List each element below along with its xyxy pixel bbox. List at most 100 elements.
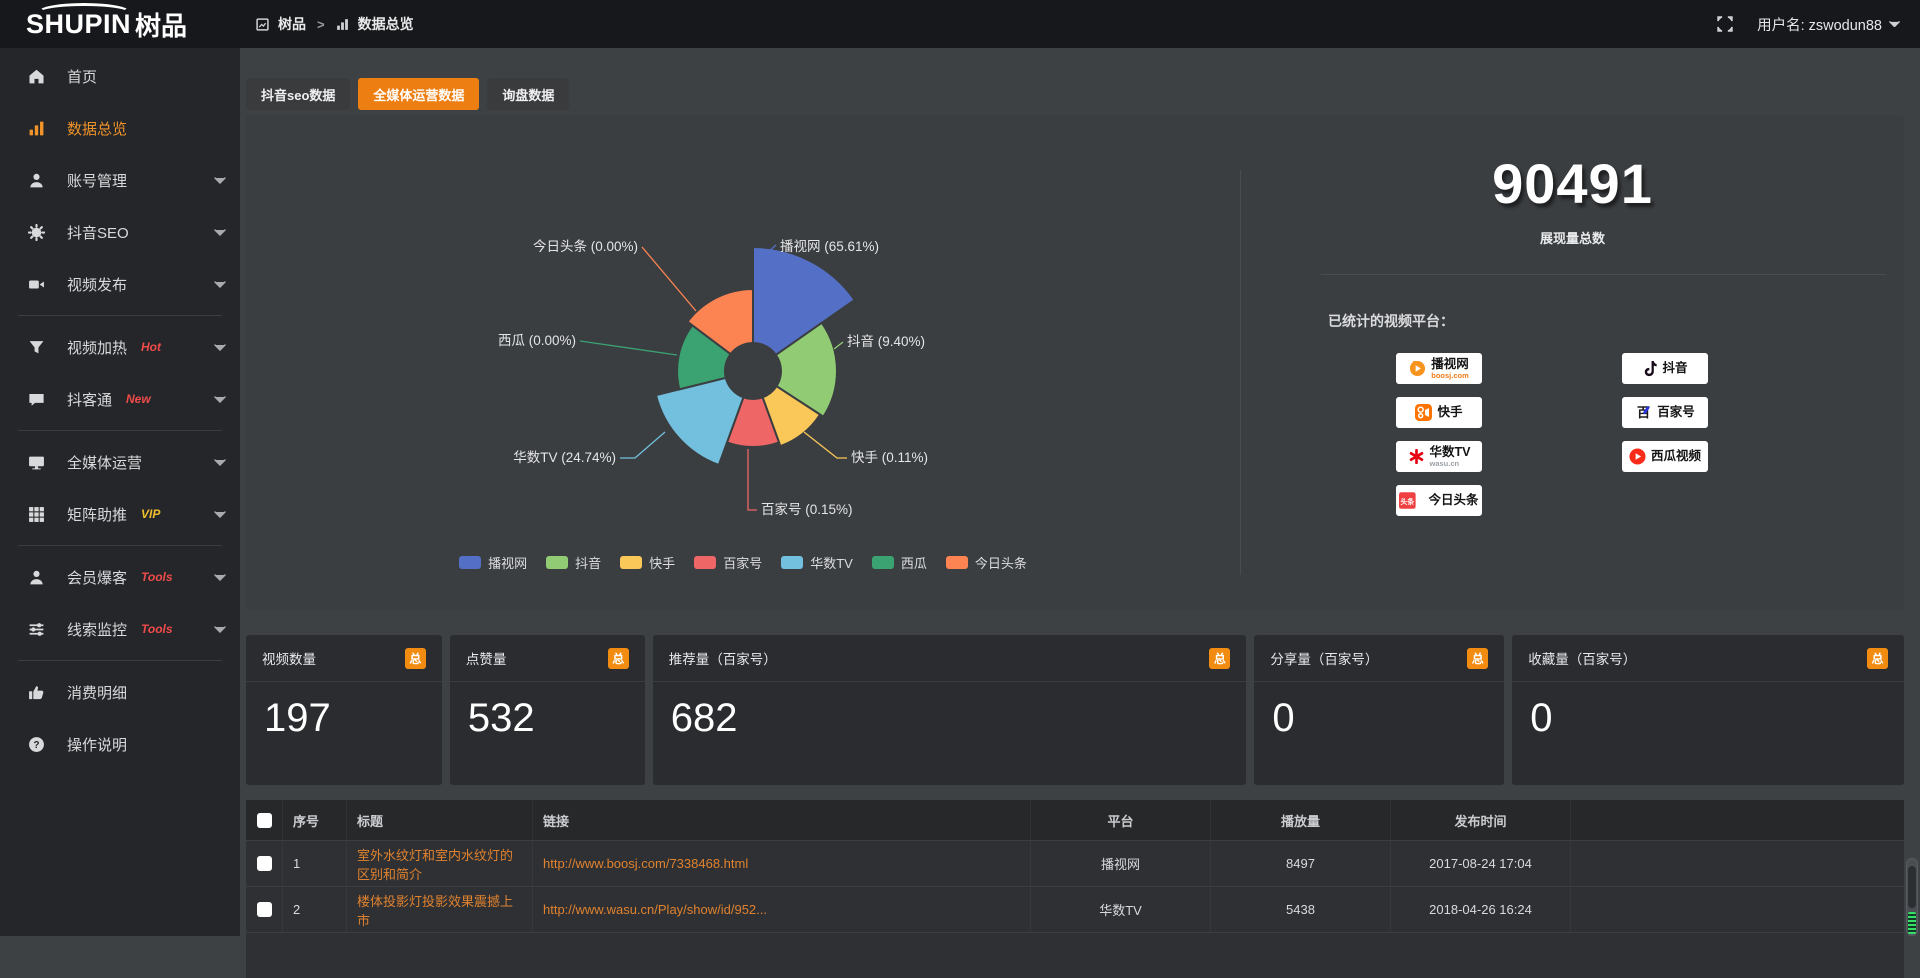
breadcrumb-root-icon	[256, 17, 269, 31]
row-checkbox[interactable]	[256, 856, 272, 871]
cell-title[interactable]: 室外水纹灯和室内水纹灯的区别和简介	[346, 841, 532, 886]
sidebar-item-consumption-details[interactable]: 消费明细	[0, 666, 240, 718]
sidebar-item-video-heating[interactable]: 视频加热 Hot	[0, 321, 240, 373]
sidebar-divider	[18, 430, 222, 431]
legend-item-抖音[interactable]: 抖音	[546, 553, 601, 572]
platform-badge-toutiao: 头条 今日头条	[1396, 485, 1482, 516]
total-badge[interactable]: 总	[1209, 647, 1231, 669]
breadcrumb-current: 数据总览	[357, 16, 414, 32]
platform-name: 抖音	[1662, 360, 1688, 375]
sidebar-item-douyin-seo[interactable]: 抖音SEO	[0, 206, 240, 258]
user-menu[interactable]: 用户名: zswodun88	[1757, 14, 1900, 35]
sidebar-divider	[18, 315, 222, 316]
pie-slice-西瓜[interactable]	[676, 323, 733, 391]
fullscreen-icon[interactable]	[1717, 16, 1733, 32]
sidebar-item-label: 账号管理	[67, 172, 128, 190]
pie-label-line	[579, 340, 678, 356]
pie-slice-今日头条[interactable]	[686, 287, 754, 356]
svg-text:?: ?	[33, 740, 39, 751]
cell-play-count: 5438	[1210, 887, 1390, 932]
pie-label-今日头条: 今日头条 (0.00%)	[533, 238, 638, 254]
douyin-logo-icon	[1642, 360, 1658, 377]
total-badge[interactable]: 总	[607, 647, 629, 669]
sidebar-item-data-overview[interactable]: 数据总览	[0, 102, 240, 154]
sidebar-item-douketong[interactable]: 抖客通 New	[0, 373, 240, 425]
sidebar-item-matrix-boost[interactable]: 矩阵助推 VIP	[0, 488, 240, 540]
logo-arc	[36, 3, 132, 23]
card-header: 推荐量（百家号） 总	[652, 635, 1247, 682]
pie-slice-播视网[interactable]	[752, 245, 856, 357]
legend-label: 抖音	[575, 556, 602, 571]
row-checkbox-cell	[246, 841, 282, 886]
legend-swatch	[694, 556, 717, 569]
legend-swatch	[620, 556, 643, 569]
platform-badge-xigua: 西瓜视频	[1622, 441, 1708, 472]
cell-link[interactable]: http://www.boosj.com/7338468.html	[532, 841, 1030, 886]
stat-card-like-count: 点赞量 总 532	[449, 635, 645, 785]
sidebar-badge-hot: Hot	[141, 340, 162, 354]
pie-slice-百家号[interactable]	[725, 396, 781, 448]
select-all-checkbox[interactable]	[256, 812, 272, 828]
cell-index: 1	[282, 841, 346, 886]
tab-inquiry-data[interactable]: 询盘数据	[487, 78, 570, 110]
stat-card-recommend-count-baijiahao: 推荐量（百家号） 总 682	[652, 635, 1247, 785]
breadcrumb-root[interactable]: 树品	[278, 16, 306, 32]
legend-item-快手[interactable]: 快手	[620, 553, 675, 572]
sidebar-item-home[interactable]: 首页	[0, 50, 240, 102]
sidebar-item-label: 消费明细	[67, 684, 128, 702]
scrollbar-thumb[interactable]	[1908, 866, 1916, 908]
sidebar-item-operation-guide[interactable]: ? 操作说明	[0, 718, 240, 770]
legend-item-今日头条[interactable]: 今日头条	[945, 553, 1027, 572]
platform-name: 播视网	[1431, 356, 1469, 371]
column-header: 标题	[346, 800, 532, 840]
total-badge[interactable]: 总	[1867, 647, 1888, 669]
monitor-icon	[28, 454, 45, 471]
platform-subtext: boosj.com	[1431, 370, 1469, 380]
stat-card-video-count: 视频数量 总 197	[246, 635, 442, 785]
pie-slice-华数TV[interactable]	[654, 376, 745, 467]
sidebar-item-lead-monitoring[interactable]: 线索监控 Tools	[0, 603, 240, 655]
tab-all-media-operation-data[interactable]: 全媒体运营数据	[358, 78, 480, 110]
sidebar-item-member-baoke[interactable]: 会员爆客 Tools	[0, 551, 240, 603]
pie-slice-快手[interactable]	[761, 384, 822, 448]
platform-name: 华数TV	[1429, 444, 1471, 459]
platform-badge-douyin: 抖音	[1622, 353, 1708, 384]
sidebar-item-label: 数据总览	[67, 120, 128, 138]
legend-item-百家号[interactable]: 百家号	[694, 553, 762, 572]
home-icon	[28, 68, 45, 85]
sidebar-item-all-media-operation[interactable]: 全媒体运营	[0, 436, 240, 488]
cell-link[interactable]: http://www.wasu.cn/Play/show/id/952...	[532, 887, 1030, 932]
total-badge[interactable]: 总	[404, 647, 426, 669]
chat-bubble-icon	[28, 391, 45, 408]
cell-platform: 播视网	[1030, 841, 1210, 886]
sidebar-item-label: 首页	[67, 68, 98, 86]
row-checkbox[interactable]	[256, 902, 272, 917]
sidebar-item-account-management[interactable]: 账号管理	[0, 154, 240, 206]
pie-label-line	[620, 431, 666, 459]
legend-item-西瓜[interactable]: 西瓜	[871, 553, 927, 572]
legend-label: 快手	[649, 556, 676, 571]
legend-item-华数TV[interactable]: 华数TV	[781, 553, 853, 572]
videos-table: 序号 标题 链接 平台 播放量 发布时间 1 室外水纹灯和室内水纹灯的区别和简介 http://…	[246, 800, 1904, 978]
wasu-logo-icon	[1408, 448, 1425, 465]
cell-publish-time: 2017-08-24 17:04	[1390, 841, 1570, 886]
legend-item-播视网[interactable]: 播视网	[459, 553, 527, 572]
pie-label-快手: 快手 (0.11%)	[851, 450, 928, 465]
column-header: 发布时间	[1390, 800, 1570, 840]
breadcrumb-separator: >	[317, 16, 325, 32]
pie-slice-抖音[interactable]	[774, 321, 838, 419]
cell-play-count: 8497	[1210, 841, 1390, 886]
sidebar-item-video-publish[interactable]: 视频发布	[0, 258, 240, 310]
boosj-logo-icon	[1409, 360, 1426, 377]
cell-title[interactable]: 楼体投影灯投影效果震撼上市	[346, 887, 532, 932]
card-value: 0	[1530, 696, 1553, 740]
total-badge[interactable]: 总	[1467, 647, 1489, 669]
card-title: 点赞量	[465, 652, 507, 667]
card-value: 682	[670, 696, 738, 740]
sidebar-divider	[18, 545, 222, 546]
tab-douyin-seo-data[interactable]: 抖音seo数据	[246, 78, 351, 110]
cell-platform: 华数TV	[1030, 887, 1210, 932]
sliders-icon	[28, 621, 45, 638]
sidebar-badge-tools: Tools	[141, 622, 173, 636]
